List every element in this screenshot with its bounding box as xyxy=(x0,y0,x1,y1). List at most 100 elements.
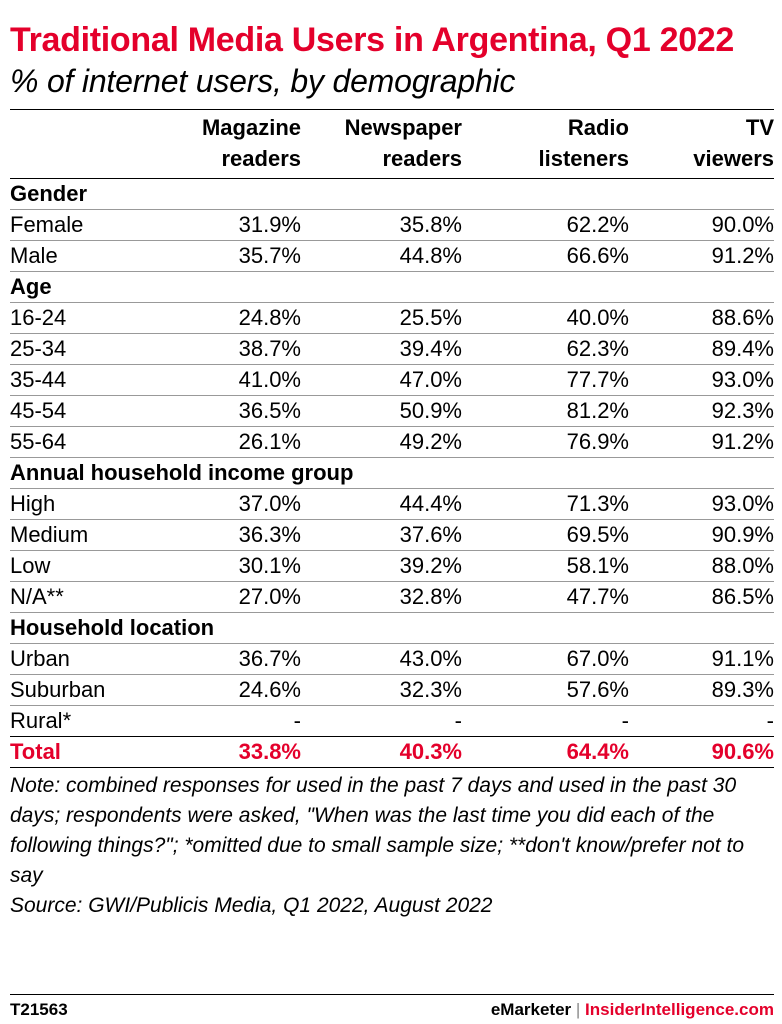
total-row: Total 33.8% 40.3% 64.4% 90.6% xyxy=(10,736,774,767)
total-label: Total xyxy=(10,736,180,767)
table-cell: 47.0% xyxy=(301,364,462,396)
table-cell: 93.0% xyxy=(629,364,774,396)
table-cell: 88.6% xyxy=(629,302,774,334)
row-label: Urban xyxy=(10,643,180,675)
table-cell: 37.6% xyxy=(301,519,462,551)
table-cell: 69.5% xyxy=(462,519,629,551)
total-cell: 40.3% xyxy=(301,736,462,767)
table-row: Male 35.7% 44.8% 66.6% 91.2% xyxy=(10,240,774,272)
data-table: Magazine readers Newspaper readers Radio li… xyxy=(10,110,774,767)
row-label: 45-54 xyxy=(10,395,180,427)
table-cell: 39.4% xyxy=(301,333,462,365)
group-label: Age xyxy=(10,271,774,303)
table-cell: 32.3% xyxy=(301,674,462,706)
table-cell: 88.0% xyxy=(629,550,774,582)
total-cell: 33.8% xyxy=(180,736,301,767)
table-row: 45-54 36.5% 50.9% 81.2% 92.3% xyxy=(10,395,774,427)
table-cell: - xyxy=(301,705,462,737)
group-header-row: Gender xyxy=(10,178,774,210)
row-label: Male xyxy=(10,240,180,272)
chart-container: Traditional Media Users in Argentina, Q1… xyxy=(10,0,774,921)
table-row: 35-44 41.0% 47.0% 77.7% 93.0% xyxy=(10,364,774,396)
table-cell: 90.0% xyxy=(629,209,774,241)
table-row: 55-64 26.1% 49.2% 76.9% 91.2% xyxy=(10,426,774,458)
table-cell: 25.5% xyxy=(301,302,462,334)
table-cell: 71.3% xyxy=(462,488,629,520)
table-cell: 76.9% xyxy=(462,426,629,458)
table-cell: 57.6% xyxy=(462,674,629,706)
table-cell: 40.0% xyxy=(462,302,629,334)
row-label: Low xyxy=(10,550,180,582)
table-cell: 77.7% xyxy=(462,364,629,396)
group-header-row: Annual household income group xyxy=(10,457,774,489)
row-label: Suburban xyxy=(10,674,180,706)
group-label: Annual household income group xyxy=(10,457,774,489)
row-label: 25-34 xyxy=(10,333,180,365)
table-row: Suburban 24.6% 32.3% 57.6% 89.3% xyxy=(10,674,774,706)
table-body: Gender Female 31.9% 35.8% 62.2% 90.0% Male 35.7… xyxy=(10,178,774,767)
table-cell: 36.3% xyxy=(180,519,301,551)
table-cell: 26.1% xyxy=(180,426,301,458)
footer-brand: eMarketer | InsiderIntelligence.com xyxy=(491,1000,774,1020)
brand-separator: | xyxy=(575,1000,581,1019)
table-cell: 62.3% xyxy=(462,333,629,365)
table-row: Female 31.9% 35.8% 62.2% 90.0% xyxy=(10,209,774,241)
table-cell: 32.8% xyxy=(301,581,462,613)
column-header: TV viewers xyxy=(693,115,774,171)
table-row: N/A** 27.0% 32.8% 47.7% 86.5% xyxy=(10,581,774,613)
table-cell: 47.7% xyxy=(462,581,629,613)
table-cell: 24.6% xyxy=(180,674,301,706)
row-label: Rural* xyxy=(10,705,180,737)
table-cell: 81.2% xyxy=(462,395,629,427)
table-row: 25-34 38.7% 39.4% 62.3% 89.4% xyxy=(10,333,774,365)
header-blank xyxy=(10,110,180,179)
table-cell: 38.7% xyxy=(180,333,301,365)
top-rule xyxy=(10,109,774,110)
table-cell: - xyxy=(629,705,774,737)
table-cell: 31.9% xyxy=(180,209,301,241)
table-cell: 91.1% xyxy=(629,643,774,675)
table-cell: 41.0% xyxy=(180,364,301,396)
chart-id: T21563 xyxy=(10,1000,68,1019)
table-cell: 49.2% xyxy=(301,426,462,458)
table-cell: - xyxy=(180,705,301,737)
table-cell: 93.0% xyxy=(629,488,774,520)
total-cell: 64.4% xyxy=(462,736,629,767)
table-cell: 37.0% xyxy=(180,488,301,520)
note-text: Note: combined responses for used in the… xyxy=(10,774,745,887)
table-cell: 50.9% xyxy=(301,395,462,427)
table-row: Medium 36.3% 37.6% 69.5% 90.9% xyxy=(10,519,774,551)
table-cell: 92.3% xyxy=(629,395,774,427)
table-cell: 30.1% xyxy=(180,550,301,582)
chart-note: Note: combined responses for used in the… xyxy=(10,767,774,921)
table-row: Rural* - - - - xyxy=(10,705,774,737)
table-cell: 44.4% xyxy=(301,488,462,520)
table-row: Low 30.1% 39.2% 58.1% 88.0% xyxy=(10,550,774,582)
row-label: Medium xyxy=(10,519,180,551)
table-cell: 90.9% xyxy=(629,519,774,551)
brand-insider-intelligence: InsiderIntelligence.com xyxy=(585,1000,774,1019)
group-label: Gender xyxy=(10,178,774,210)
table-cell: 66.6% xyxy=(462,240,629,272)
row-label: 55-64 xyxy=(10,426,180,458)
table-cell: 36.5% xyxy=(180,395,301,427)
table-cell: 91.2% xyxy=(629,240,774,272)
column-header: Magazine readers xyxy=(201,115,301,171)
table-cell: 89.4% xyxy=(629,333,774,365)
table-cell: 27.0% xyxy=(180,581,301,613)
footer: T21563 eMarketer | InsiderIntelligence.c… xyxy=(10,994,774,1020)
chart-subtitle: % of internet users, by demographic xyxy=(10,63,516,99)
table-cell: 91.2% xyxy=(629,426,774,458)
column-header: Radio listeners xyxy=(538,115,630,171)
table-row: High 37.0% 44.4% 71.3% 93.0% xyxy=(10,488,774,520)
table-cell: 44.8% xyxy=(301,240,462,272)
table-cell: 43.0% xyxy=(301,643,462,675)
table-cell: 39.2% xyxy=(301,550,462,582)
table-cell: 24.8% xyxy=(180,302,301,334)
table-row: 16-24 24.8% 25.5% 40.0% 88.6% xyxy=(10,302,774,334)
table-row: Urban 36.7% 43.0% 67.0% 91.1% xyxy=(10,643,774,675)
row-label: Female xyxy=(10,209,180,241)
table-cell: 36.7% xyxy=(180,643,301,675)
row-label: 35-44 xyxy=(10,364,180,396)
group-header-row: Age xyxy=(10,271,774,303)
